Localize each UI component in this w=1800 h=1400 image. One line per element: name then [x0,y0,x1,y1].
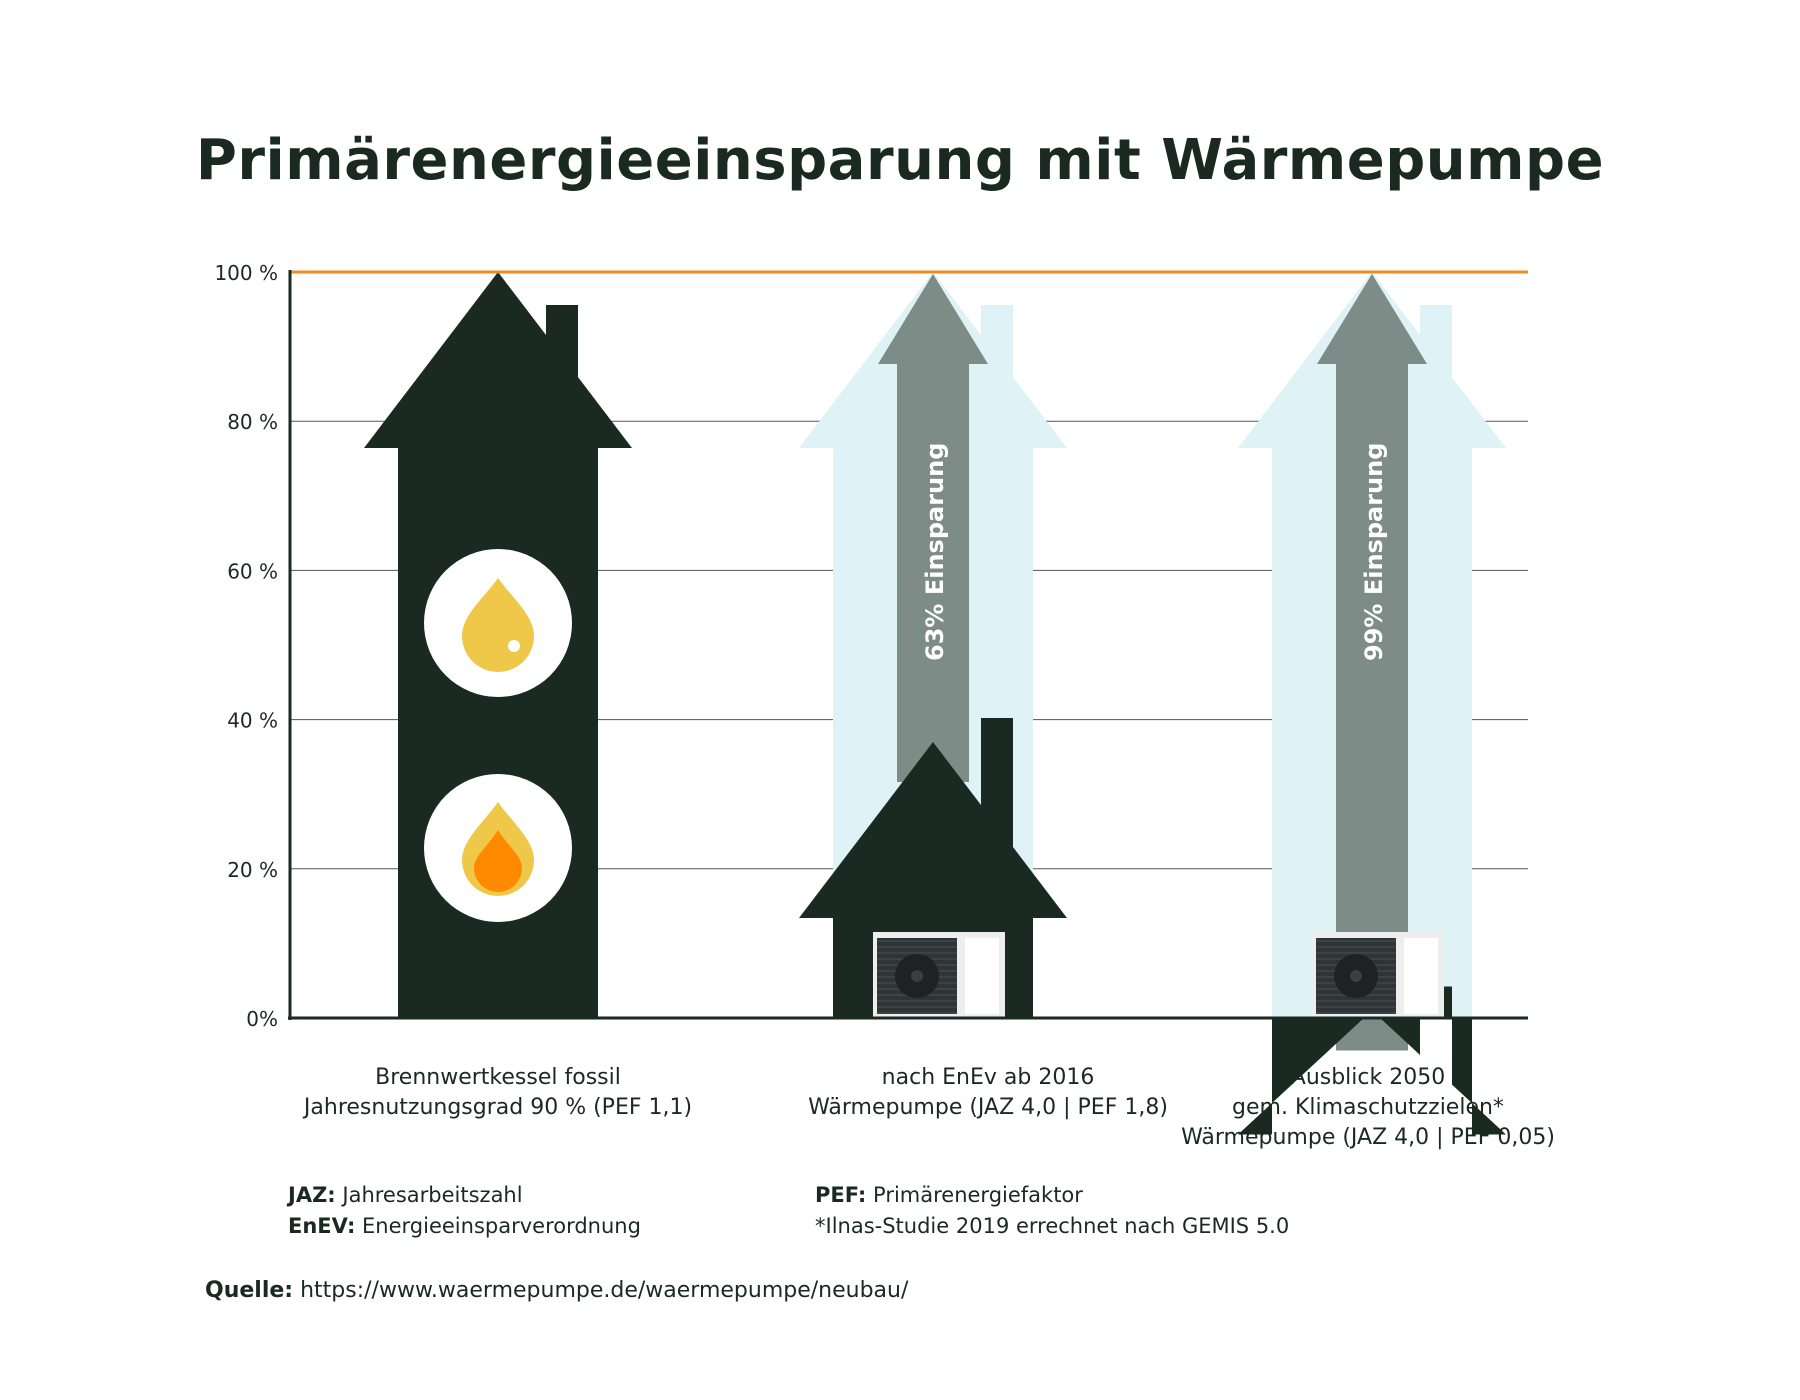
savings-arrow [1317,274,1427,1051]
flame-inner-icon [474,830,522,892]
legend-item-pef: PEF: Primärenergiefaktor [815,1183,1083,1207]
category-label-line: Wärmepumpe (JAZ 4,0 | PEF 0,05) [1181,1125,1555,1150]
heat-pump-panel [1404,938,1438,1014]
source-link[interactable]: https://www.waermepumpe.de/waermepumpe/n… [300,1278,909,1303]
category-label-line: Brennwertkessel fossil [375,1065,621,1090]
legend-item-enev: EnEV: Energieeinsparverordnung [288,1214,641,1238]
fan-hub [1350,970,1362,982]
category-label-line: gem. Klimaschutzzielen* [1232,1095,1504,1120]
legend-item-study-note: *Ilnas-Studie 2019 errechnet nach GEMIS … [815,1214,1290,1238]
y-tick-label: 0% [246,1007,278,1031]
source-line: Quelle: https://www.waermepumpe.de/waerm… [205,1278,908,1303]
savings-label: 63% Einsparung [921,443,949,661]
category-label-line: nach EnEv ab 2016 [881,1065,1095,1090]
y-tick-label: 20 % [227,858,278,882]
y-tick-label: 40 % [227,709,278,733]
savings-label: 99% Einsparung [1360,443,1388,661]
y-tick-label: 60 % [227,559,278,583]
heat-pump-icon [1312,932,1444,1018]
fan-hub [911,970,923,982]
category-label: nach EnEv ab 2016 Wärmepumpe (JAZ 4,0 | P… [728,1063,1248,1123]
category-label-line: Jahresnutzungsgrad 90 % (PEF 1,1) [303,1095,693,1120]
legend-item-jaz: JAZ: Jahresarbeitszahl [288,1183,523,1207]
chart-title: Primärenergieeinsparung mit Wärmepumpe [195,128,1605,193]
y-tick-label: 80 % [227,410,278,434]
y-tick-label: 100 % [214,261,278,285]
source-label: Quelle: [205,1278,294,1303]
house-bar [1238,986,1506,1135]
oil-drop-highlight [508,640,520,652]
category-label-line: Ausblick 2050 [1290,1065,1446,1090]
heat-pump-panel [965,938,999,1014]
category-label-line: Wärmepumpe (JAZ 4,0 | PEF 1,8) [808,1095,1168,1120]
legend-left: JAZ: Jahresarbeitszahl EnEV: Energieeins… [288,1180,641,1242]
savings-arrow [878,274,988,782]
category-label: Brennwertkessel fossil Jahresnutzungsgrad… [238,1063,758,1123]
category-label: Ausblick 2050 gem. Klimaschutzzielen* Wärm… [1108,1063,1628,1153]
heat-pump-icon [873,932,1005,1018]
legend-right: PEF: Primärenergiefaktor *Ilnas-Studie 2… [815,1180,1289,1242]
